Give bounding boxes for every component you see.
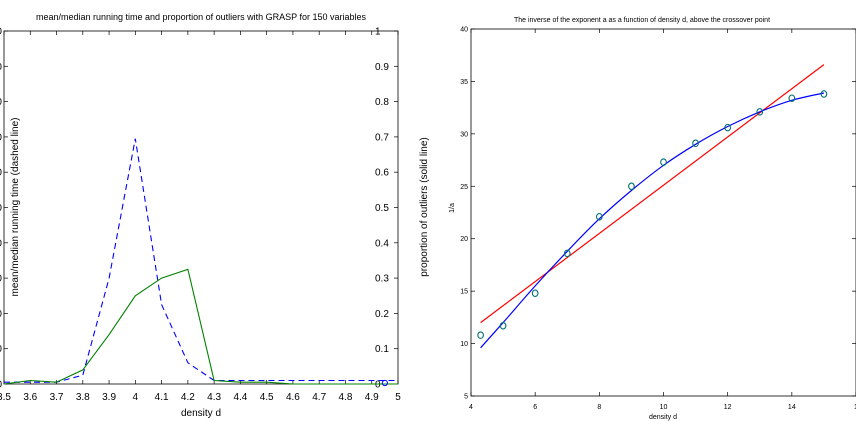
right-linear-fit-line xyxy=(480,64,825,324)
left-y-tick-label: 0 xyxy=(0,380,2,391)
left-plot-frame xyxy=(3,30,399,385)
right-x-tick-label: 8 xyxy=(597,404,601,411)
right-data-point xyxy=(724,123,732,132)
left-y-tick-label: 20 xyxy=(0,344,2,355)
left-x-tick-label: 4.3 xyxy=(207,392,221,403)
right-data-point xyxy=(563,249,571,258)
left-y-axis-label: mean/median running time (dashed line) xyxy=(10,118,21,297)
left-y-tick-label: 180 xyxy=(0,62,2,73)
right-data-point xyxy=(788,94,796,102)
right-data-point xyxy=(660,158,667,166)
left-x-tick-label: 4.6 xyxy=(286,392,300,403)
right-y-tick-label: 20 xyxy=(460,236,468,243)
right-series-group xyxy=(477,64,828,349)
left-y-tick-label: 40 xyxy=(0,309,2,320)
left-y2-tick-label: 1 xyxy=(375,27,381,38)
right-x-tick-label: 14 xyxy=(788,404,796,411)
left-x-tick-label: 3.7 xyxy=(50,392,64,403)
right-chart-title: The inverse of the exponent a as a funct… xyxy=(514,17,770,24)
left-x-tick-label: 3.8 xyxy=(76,392,90,403)
right-y-tick-label: 40 xyxy=(460,27,468,34)
right-smooth-fit-curve xyxy=(480,92,825,349)
right-y-tick-label: 35 xyxy=(460,79,468,86)
left-y2-tick-label: 0.5 xyxy=(375,203,389,214)
left-x-tick-label: 4 xyxy=(133,392,139,403)
left-y-tick-label: 100 xyxy=(0,203,2,214)
left-y-ticks: 0 20 40 60 80 100 120 140 160 180 200 xyxy=(0,27,8,391)
left-y2-tick-label: 0.1 xyxy=(375,344,389,355)
left-y2-ticks: 0 0.1 0.2 0.3 0.4 0.5 0.6 0.7 0.8 0.9 1 xyxy=(375,27,398,391)
left-x-tick-label: 4.8 xyxy=(339,392,353,403)
left-y2-tick-label: 0.6 xyxy=(375,168,389,179)
left-x-tick-label: 5 xyxy=(395,392,401,403)
left-x-tick-label: 4.1 xyxy=(155,392,169,403)
right-data-point xyxy=(692,139,699,148)
left-y2-tick-label: 0.4 xyxy=(375,238,389,249)
left-marker-point xyxy=(381,379,388,387)
right-y-tick-label: 10 xyxy=(460,341,468,348)
right-data-point xyxy=(820,90,828,98)
left-y2-tick-label: 0.8 xyxy=(375,97,389,108)
left-y2-axis-label: proportion of outliers (solid line) xyxy=(419,137,430,277)
left-y-tick-label: 80 xyxy=(0,238,2,249)
left-y2-tick-label: 0.2 xyxy=(375,309,389,320)
right-y-tick-label: 15 xyxy=(460,289,468,296)
right-data-point xyxy=(499,321,507,330)
right-x-tick-label: 1 xyxy=(854,404,856,411)
right-x-tick-label: 4 xyxy=(469,404,473,411)
right-chart: The inverse of the exponent a as a funct… xyxy=(449,17,856,421)
right-y-tick-label: 5 xyxy=(464,394,468,401)
left-x-tick-label: 4.4 xyxy=(233,392,247,403)
left-y2-tick-label: 0.9 xyxy=(375,62,389,73)
right-x-ticks: 4 6 8 10 12 14 1 xyxy=(469,29,856,411)
right-y-tick-label: 30 xyxy=(460,131,468,138)
left-dashed-series-line xyxy=(4,138,398,383)
left-y2-tick-label: 0.3 xyxy=(375,274,389,285)
left-y2-tick-label: 0.7 xyxy=(375,132,389,143)
left-y-tick-label: 60 xyxy=(0,274,2,285)
left-chart-title: mean/median running time and proportion … xyxy=(36,12,367,22)
left-chart: mean/median running time and proportion … xyxy=(0,12,430,419)
right-y-axis-label: 1/a xyxy=(449,203,456,213)
right-y-tick-label: 25 xyxy=(460,184,468,191)
left-x-tick-label: 4.5 xyxy=(260,392,274,403)
left-y-tick-label: 120 xyxy=(0,168,2,179)
right-data-point xyxy=(531,289,539,297)
left-solid-series-line xyxy=(3,268,398,385)
left-y-tick-label: 200 xyxy=(0,27,2,38)
left-x-tick-label: 3.5 xyxy=(0,392,11,403)
left-x-tick-label: 4.2 xyxy=(181,392,195,403)
right-x-tick-label: 6 xyxy=(533,404,537,411)
left-x-ticks: 3.5 3.6 3.7 3.8 3.9 4 4.1 4.2 4.3 4.4 4.5 4.6 4.7 4.8… xyxy=(0,31,401,403)
left-y-tick-label: 160 xyxy=(0,97,2,108)
right-data-point xyxy=(595,212,603,221)
right-data-point xyxy=(628,182,635,191)
left-y2-tick-label: 0 xyxy=(375,380,381,391)
left-y-tick-label: 140 xyxy=(0,132,2,143)
right-y-ticks: 5 10 15 20 25 30 35 40 xyxy=(460,27,856,401)
right-data-point xyxy=(756,108,764,116)
left-x-tick-label: 3.9 xyxy=(102,392,116,403)
right-data-point xyxy=(477,331,484,339)
right-x-tick-label: 12 xyxy=(724,404,732,411)
left-x-tick-label: 3.6 xyxy=(23,392,37,403)
left-x-tick-label: 4.9 xyxy=(365,392,379,403)
left-x-tick-label: 4.7 xyxy=(312,392,326,403)
left-x-axis-label: density d xyxy=(181,408,221,419)
left-series-group xyxy=(3,138,398,387)
right-x-tick-label: 10 xyxy=(660,404,668,411)
right-x-axis-label: density d xyxy=(649,414,677,421)
